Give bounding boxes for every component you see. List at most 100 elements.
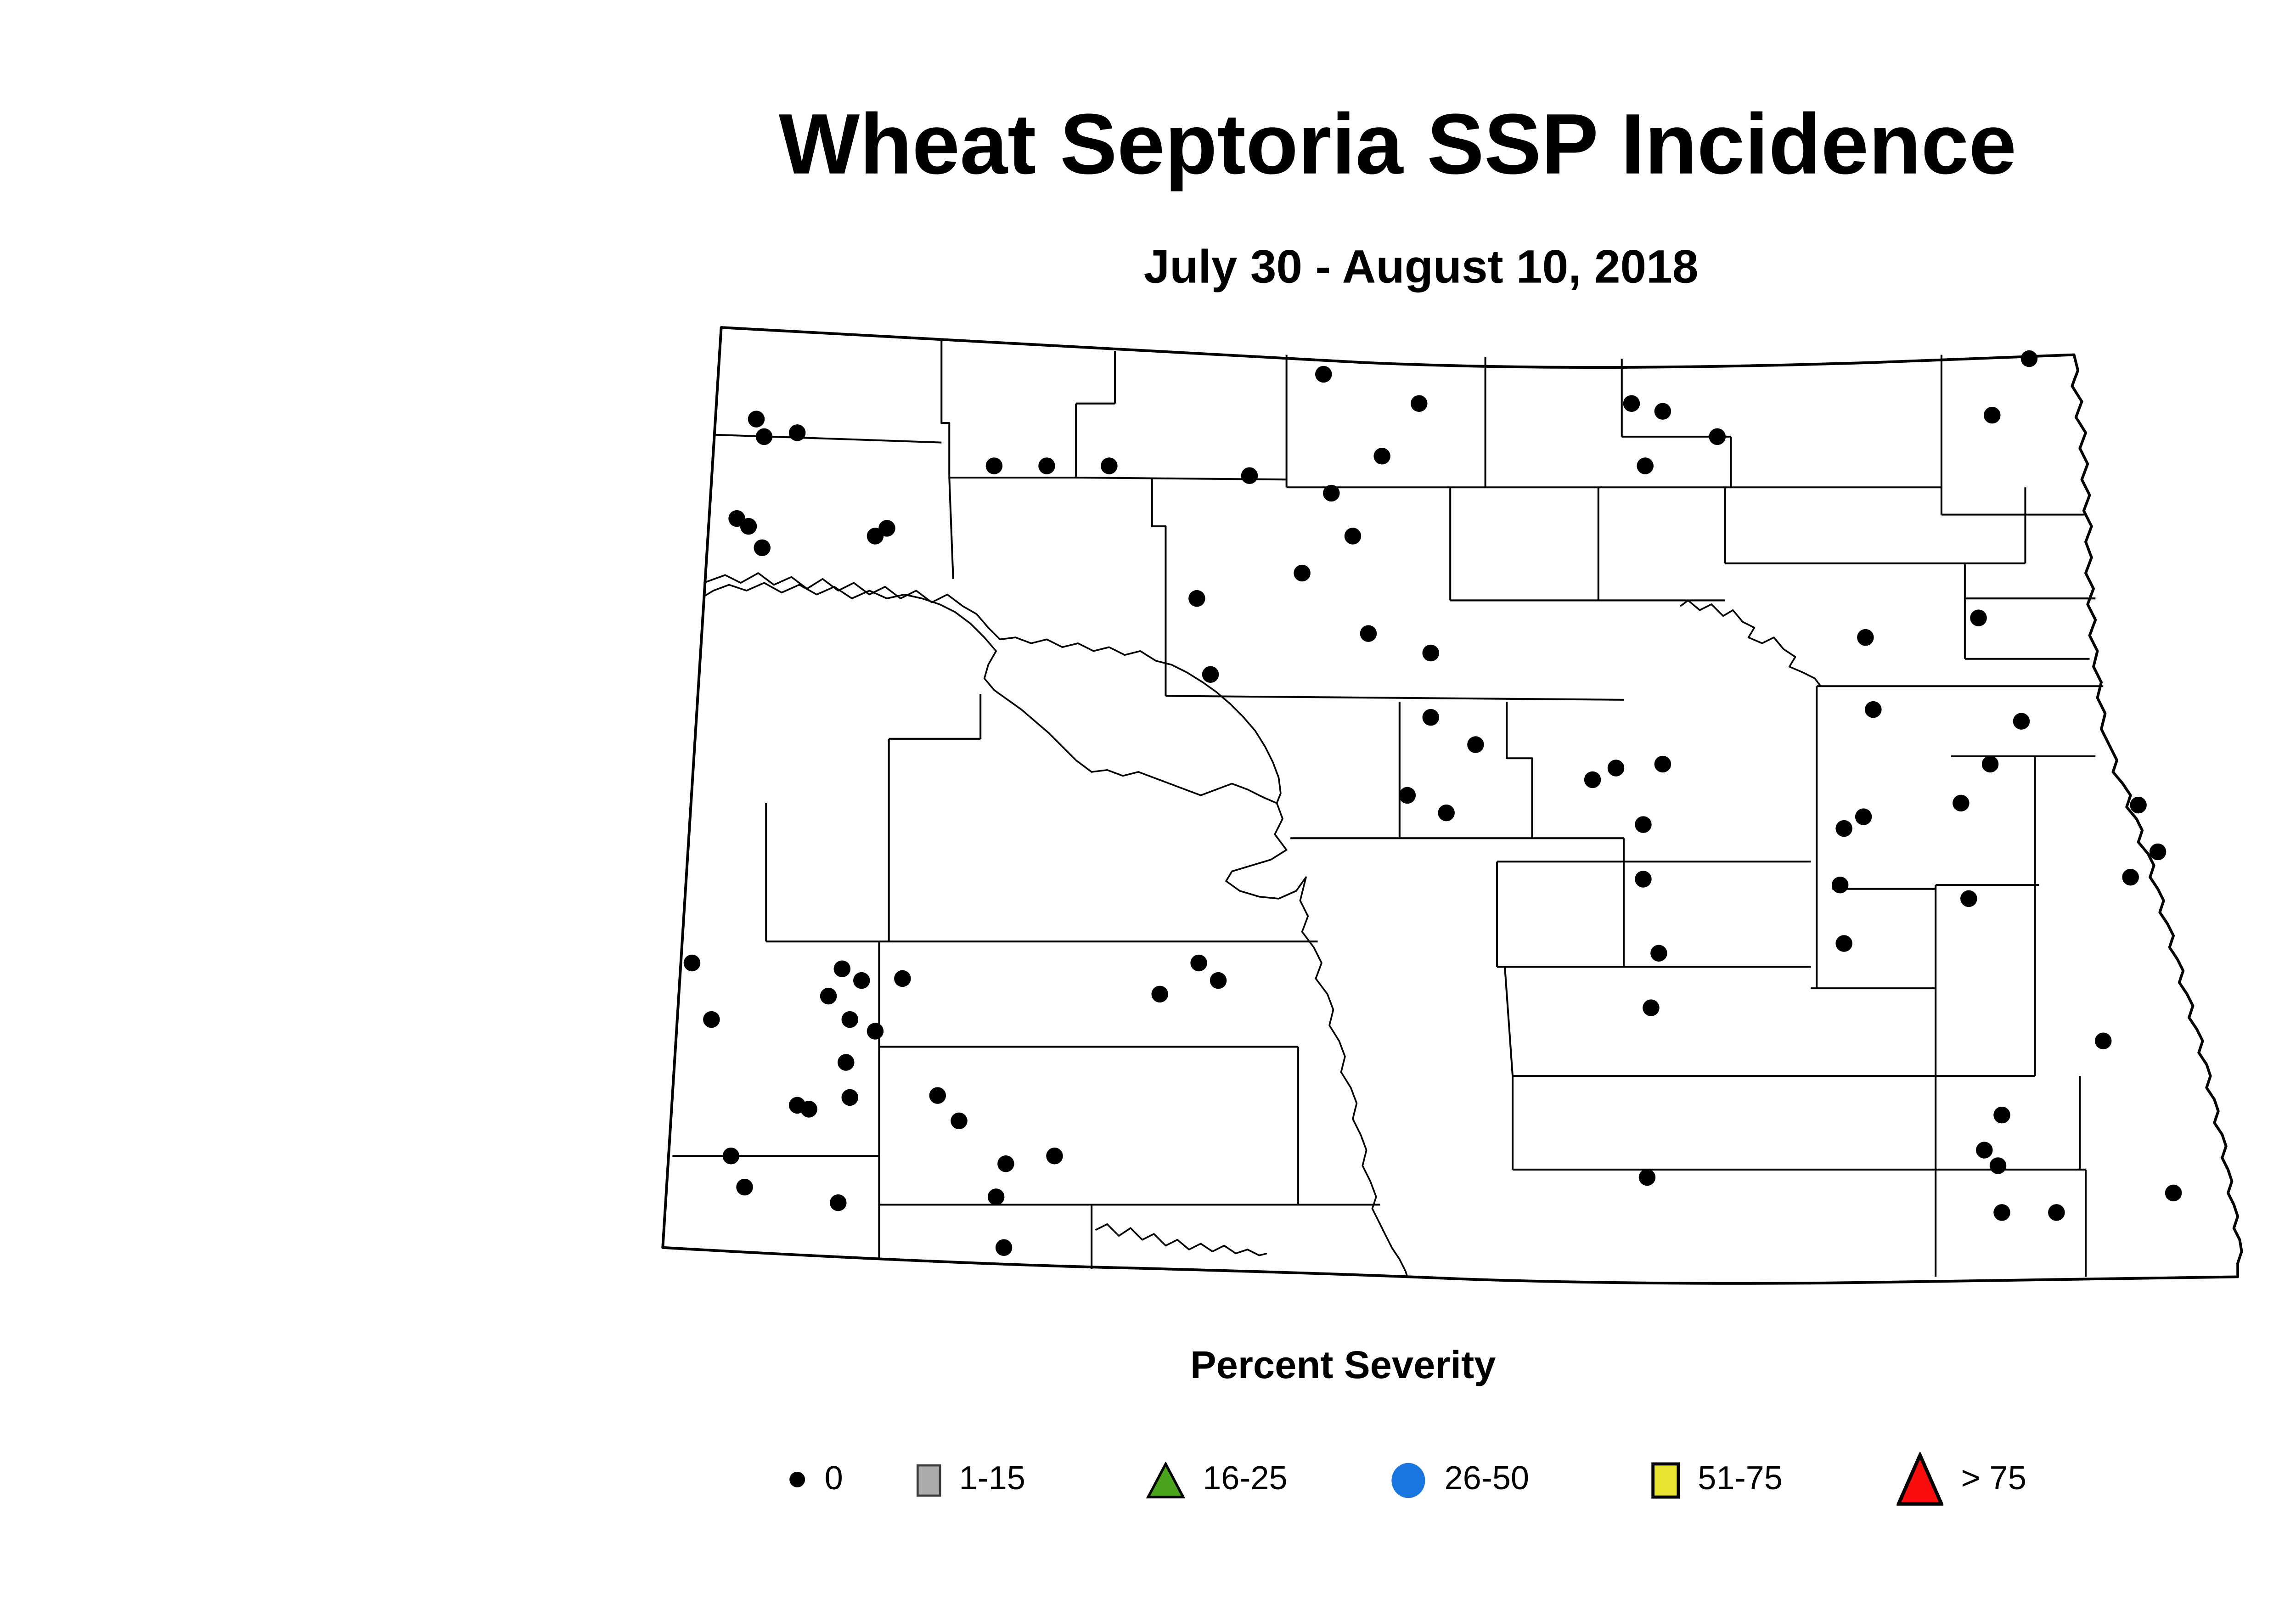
map-point — [683, 954, 701, 972]
map-point — [1373, 448, 1390, 465]
map-point — [1101, 457, 1118, 474]
map-point — [748, 411, 765, 428]
map-point — [1202, 666, 1219, 683]
map-point — [1190, 954, 1207, 972]
map-point — [1865, 701, 1882, 718]
red-triangle-icon — [1896, 1452, 1944, 1507]
map-point — [1411, 395, 1428, 412]
map-point — [985, 457, 1003, 474]
yellow-square-icon — [1651, 1461, 1680, 1498]
legend-label: > 75 — [1961, 1460, 2026, 1497]
map-point — [1188, 590, 1205, 607]
map-point — [1467, 736, 1484, 753]
map-point — [2149, 843, 2167, 861]
map-point — [1831, 876, 1849, 894]
map-point — [1210, 972, 1227, 989]
map-point — [841, 1011, 859, 1028]
map-point — [722, 1147, 740, 1165]
map-point — [703, 1011, 720, 1028]
map-point — [1855, 808, 1872, 825]
map-point — [1981, 755, 1999, 773]
map-point — [788, 424, 806, 441]
map-point — [987, 1188, 1005, 1205]
map-point — [853, 972, 870, 989]
map-point — [755, 428, 773, 445]
chart-subtitle: July 30 - August 10, 2018 — [1143, 242, 1699, 294]
green-triangle-icon — [1146, 1461, 1185, 1498]
map-point — [1654, 755, 1671, 773]
map-point — [878, 520, 895, 537]
legend-label: 26-50 — [1444, 1460, 1530, 1497]
legend-item-26-50: 26-50 — [1390, 1447, 1529, 1513]
map-point — [867, 1023, 884, 1040]
map-point — [754, 539, 771, 557]
state-outline — [661, 326, 2243, 1285]
map-point — [1294, 564, 1311, 582]
map-point — [2130, 796, 2147, 814]
map-point — [800, 1101, 817, 1118]
map-point — [1038, 457, 1055, 474]
data-points-layer — [683, 350, 2182, 1256]
map-point — [1650, 945, 1667, 962]
map-point — [2020, 350, 2038, 367]
map-point — [2165, 1184, 2182, 1202]
map-point — [1976, 1142, 1993, 1159]
map-point — [740, 518, 757, 535]
map-point — [997, 1155, 1014, 1172]
map-point — [1607, 760, 1625, 777]
map-point — [833, 960, 851, 977]
blue-circle-icon — [1390, 1461, 1427, 1498]
map-point — [1399, 787, 1416, 804]
map-point — [1422, 709, 1440, 726]
legend-item-51-75: 51-75 — [1651, 1447, 1783, 1513]
map-point — [995, 1239, 1013, 1256]
map-point — [830, 1194, 847, 1211]
map-point — [1151, 985, 1168, 1003]
chart-title: Wheat Septoria SSP Incidence — [778, 97, 2017, 193]
gray-square-icon — [916, 1463, 941, 1496]
map-point — [820, 987, 837, 1005]
rivers-and-lake — [703, 572, 1822, 1277]
map-point — [1989, 1157, 2007, 1174]
map-point — [2013, 713, 2030, 730]
map-point — [1984, 406, 2001, 424]
map-point — [1422, 644, 1440, 662]
map-point — [894, 970, 911, 987]
map-point — [1438, 804, 1455, 822]
map-point — [736, 1178, 753, 1196]
legend-item-gt-75: > 75 — [1896, 1447, 2026, 1513]
map-point — [1960, 890, 1977, 907]
map-point — [929, 1087, 946, 1104]
map-point — [1953, 794, 1970, 812]
map-point — [951, 1112, 968, 1130]
map-point — [1970, 609, 1987, 626]
map-point — [1635, 871, 1652, 888]
map-point — [1584, 771, 1601, 788]
county-boundaries — [672, 341, 2104, 1277]
legend-item-0: 0 — [788, 1447, 843, 1513]
map-point — [1315, 366, 1332, 383]
map-point — [1637, 457, 1654, 474]
map-point — [1993, 1204, 2010, 1221]
map-point — [2048, 1204, 2065, 1221]
map-point — [838, 1054, 855, 1071]
map-point — [1857, 629, 1874, 646]
map-point — [2122, 868, 2139, 886]
map-point — [1709, 428, 1726, 445]
legend-item-16-25: 16-25 — [1146, 1447, 1288, 1513]
map-point — [1323, 484, 1340, 502]
map-point — [1835, 820, 1852, 837]
map-point — [1623, 395, 1640, 412]
map-point — [1835, 935, 1852, 952]
legend-label: 0 — [824, 1460, 843, 1497]
map-point — [841, 1089, 859, 1106]
map-point — [1993, 1106, 2010, 1124]
map-point — [1643, 999, 1660, 1016]
legend-label: 1-15 — [959, 1460, 1025, 1497]
map-point — [2094, 1032, 2112, 1050]
legend-item-1-15: 1-15 — [916, 1447, 1025, 1513]
map-point — [1241, 467, 1258, 484]
legend-label: 51-75 — [1698, 1460, 1783, 1497]
